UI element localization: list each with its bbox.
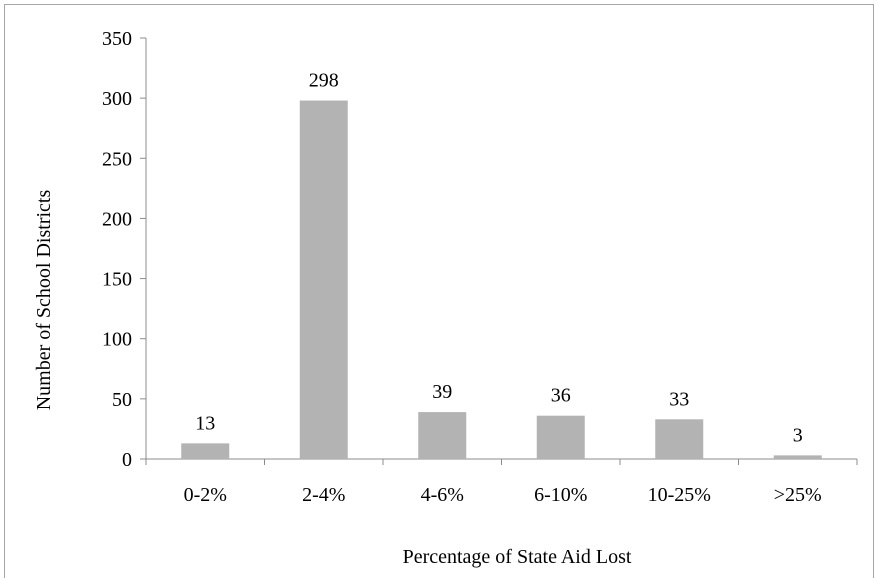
bar — [655, 419, 704, 459]
x-tick-label: 4-6% — [421, 484, 464, 506]
y-tick-label: 0 — [122, 449, 132, 471]
bar — [773, 455, 822, 459]
data-label: 36 — [551, 385, 571, 407]
x-tick-label: 10-25% — [648, 484, 711, 506]
bars — [181, 100, 822, 459]
chart-border — [4, 4, 874, 578]
data-label: 298 — [309, 70, 339, 92]
y-tick-label: 100 — [102, 329, 132, 351]
bar — [536, 415, 585, 459]
y-tick-label: 150 — [102, 269, 132, 291]
data-label: 13 — [195, 412, 215, 434]
y-axis-title: Number of School Districts — [33, 190, 55, 411]
y-tick-label: 350 — [102, 28, 132, 50]
data-label: 39 — [432, 381, 452, 403]
y-tick-label: 300 — [102, 88, 132, 110]
x-tick-label: 0-2% — [184, 484, 227, 506]
bar — [181, 443, 230, 459]
x-tick-label: 2-4% — [302, 484, 345, 506]
x-axis-title: Percentage of State Aid Lost — [403, 546, 632, 568]
bar — [418, 412, 467, 459]
y-axis: 0 50 100 150 200 250 300 350 — [102, 28, 147, 471]
x-tick-label: >25% — [774, 484, 822, 506]
bar — [299, 100, 348, 459]
y-tick-label: 50 — [112, 389, 132, 411]
x-axis: 0-2% 2-4% 4-6% 6-10% 10-25% >25% — [145, 458, 858, 506]
y-tick-label: 200 — [102, 208, 132, 230]
data-label: 3 — [793, 424, 803, 446]
y-tick-label: 250 — [102, 148, 132, 170]
x-tick-label: 6-10% — [534, 484, 587, 506]
data-label: 33 — [669, 388, 689, 410]
